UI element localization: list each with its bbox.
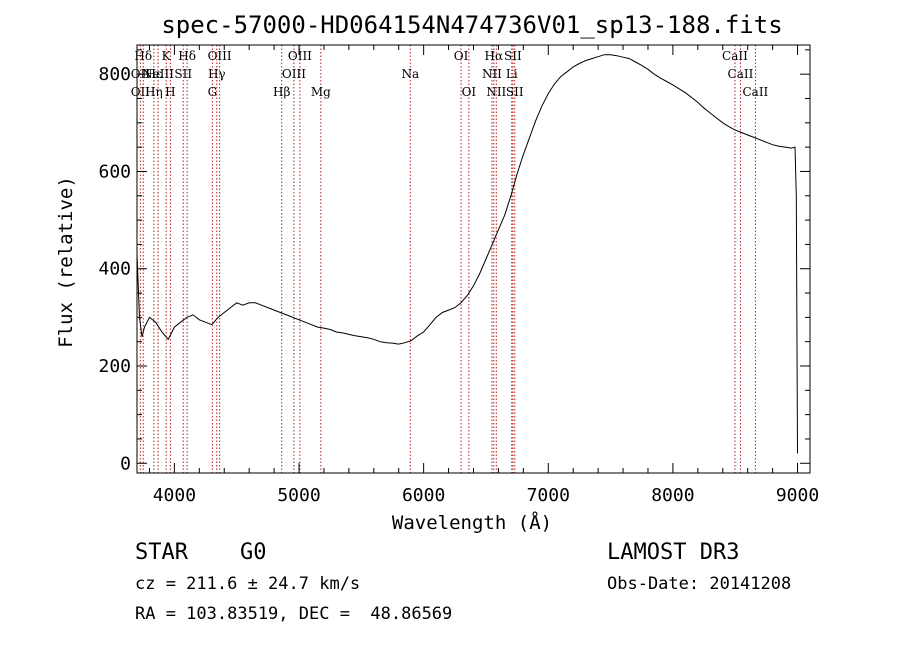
emission-line-label: CaII bbox=[722, 49, 748, 63]
survey-name: LAMOST DR3 bbox=[607, 540, 740, 565]
x-tick-label: 6000 bbox=[402, 485, 445, 506]
emission-line-label: CaII bbox=[742, 85, 768, 99]
y-tick-label: 800 bbox=[98, 64, 131, 85]
chart-title: spec-57000-HD064154N474736V01_sp13-188.f… bbox=[161, 11, 782, 39]
y-axis-ticks: 0 200 400 600 800 bbox=[98, 49, 810, 474]
observation-date: Obs-Date: 20141208 bbox=[607, 574, 792, 594]
emission-line-label: OIII bbox=[282, 67, 306, 81]
emission-line-label: SII bbox=[174, 67, 192, 81]
emission-line-label: H bbox=[165, 85, 175, 99]
y-tick-label: 0 bbox=[120, 453, 131, 474]
object-subclass: G0 bbox=[240, 540, 267, 565]
x-axis-ticks: 4000 5000 6000 7000 8000 9000 bbox=[148, 45, 819, 506]
y-tick-label: 200 bbox=[98, 356, 131, 377]
emission-line-label: K bbox=[162, 49, 172, 63]
x-tick-label: 8000 bbox=[651, 485, 694, 506]
emission-line-label: NII bbox=[486, 85, 506, 99]
x-axis-label: Wavelength (Å) bbox=[392, 511, 552, 534]
plot-frame bbox=[136, 44, 811, 474]
emission-line-label: G bbox=[208, 85, 218, 99]
coordinates: RA = 103.83519, DEC = 48.86569 bbox=[135, 604, 453, 624]
emission-line-label: Hη bbox=[145, 85, 163, 99]
x-tick-label: 5000 bbox=[277, 485, 320, 506]
emission-line-label: SII bbox=[506, 85, 524, 99]
y-axis-label: Flux (relative) bbox=[55, 176, 77, 348]
emission-line-label: OII bbox=[131, 85, 151, 99]
emission-line-label: OI bbox=[462, 85, 477, 99]
emission-line-label: Na bbox=[401, 67, 419, 81]
y-tick-label: 600 bbox=[98, 161, 131, 182]
emission-line-label: Hγ bbox=[208, 67, 226, 81]
spectrum-series-line bbox=[136, 54, 798, 454]
emission-line-label: SII bbox=[504, 49, 522, 63]
emission-line-label: OIII bbox=[288, 49, 312, 63]
emission-line-label: Hδ bbox=[134, 49, 152, 63]
emission-line-markers bbox=[139, 45, 756, 473]
emission-line-label: CaII bbox=[728, 67, 754, 81]
emission-line-label: Hα bbox=[485, 49, 504, 63]
emission-line-label: NII bbox=[482, 67, 502, 81]
y-tick-label: 400 bbox=[98, 259, 131, 280]
emission-line-label: Hβ bbox=[273, 85, 290, 99]
object-class: STAR bbox=[135, 540, 188, 565]
emission-line-label: NeIII bbox=[142, 67, 174, 81]
emission-line-label: Hδ bbox=[178, 49, 196, 63]
redshift-velocity: cz = 211.6 ± 24.7 km/s bbox=[135, 574, 361, 594]
emission-line-label: OI bbox=[454, 49, 469, 63]
emission-line-label: Mg bbox=[311, 85, 331, 99]
x-tick-label: 9000 bbox=[776, 485, 819, 506]
x-tick-label: 7000 bbox=[527, 485, 570, 506]
emission-line-label: Li bbox=[506, 67, 518, 81]
emission-line-label: Hε bbox=[145, 67, 162, 81]
emission-line-label: OIII bbox=[208, 49, 232, 63]
x-tick-label: 4000 bbox=[153, 485, 196, 506]
